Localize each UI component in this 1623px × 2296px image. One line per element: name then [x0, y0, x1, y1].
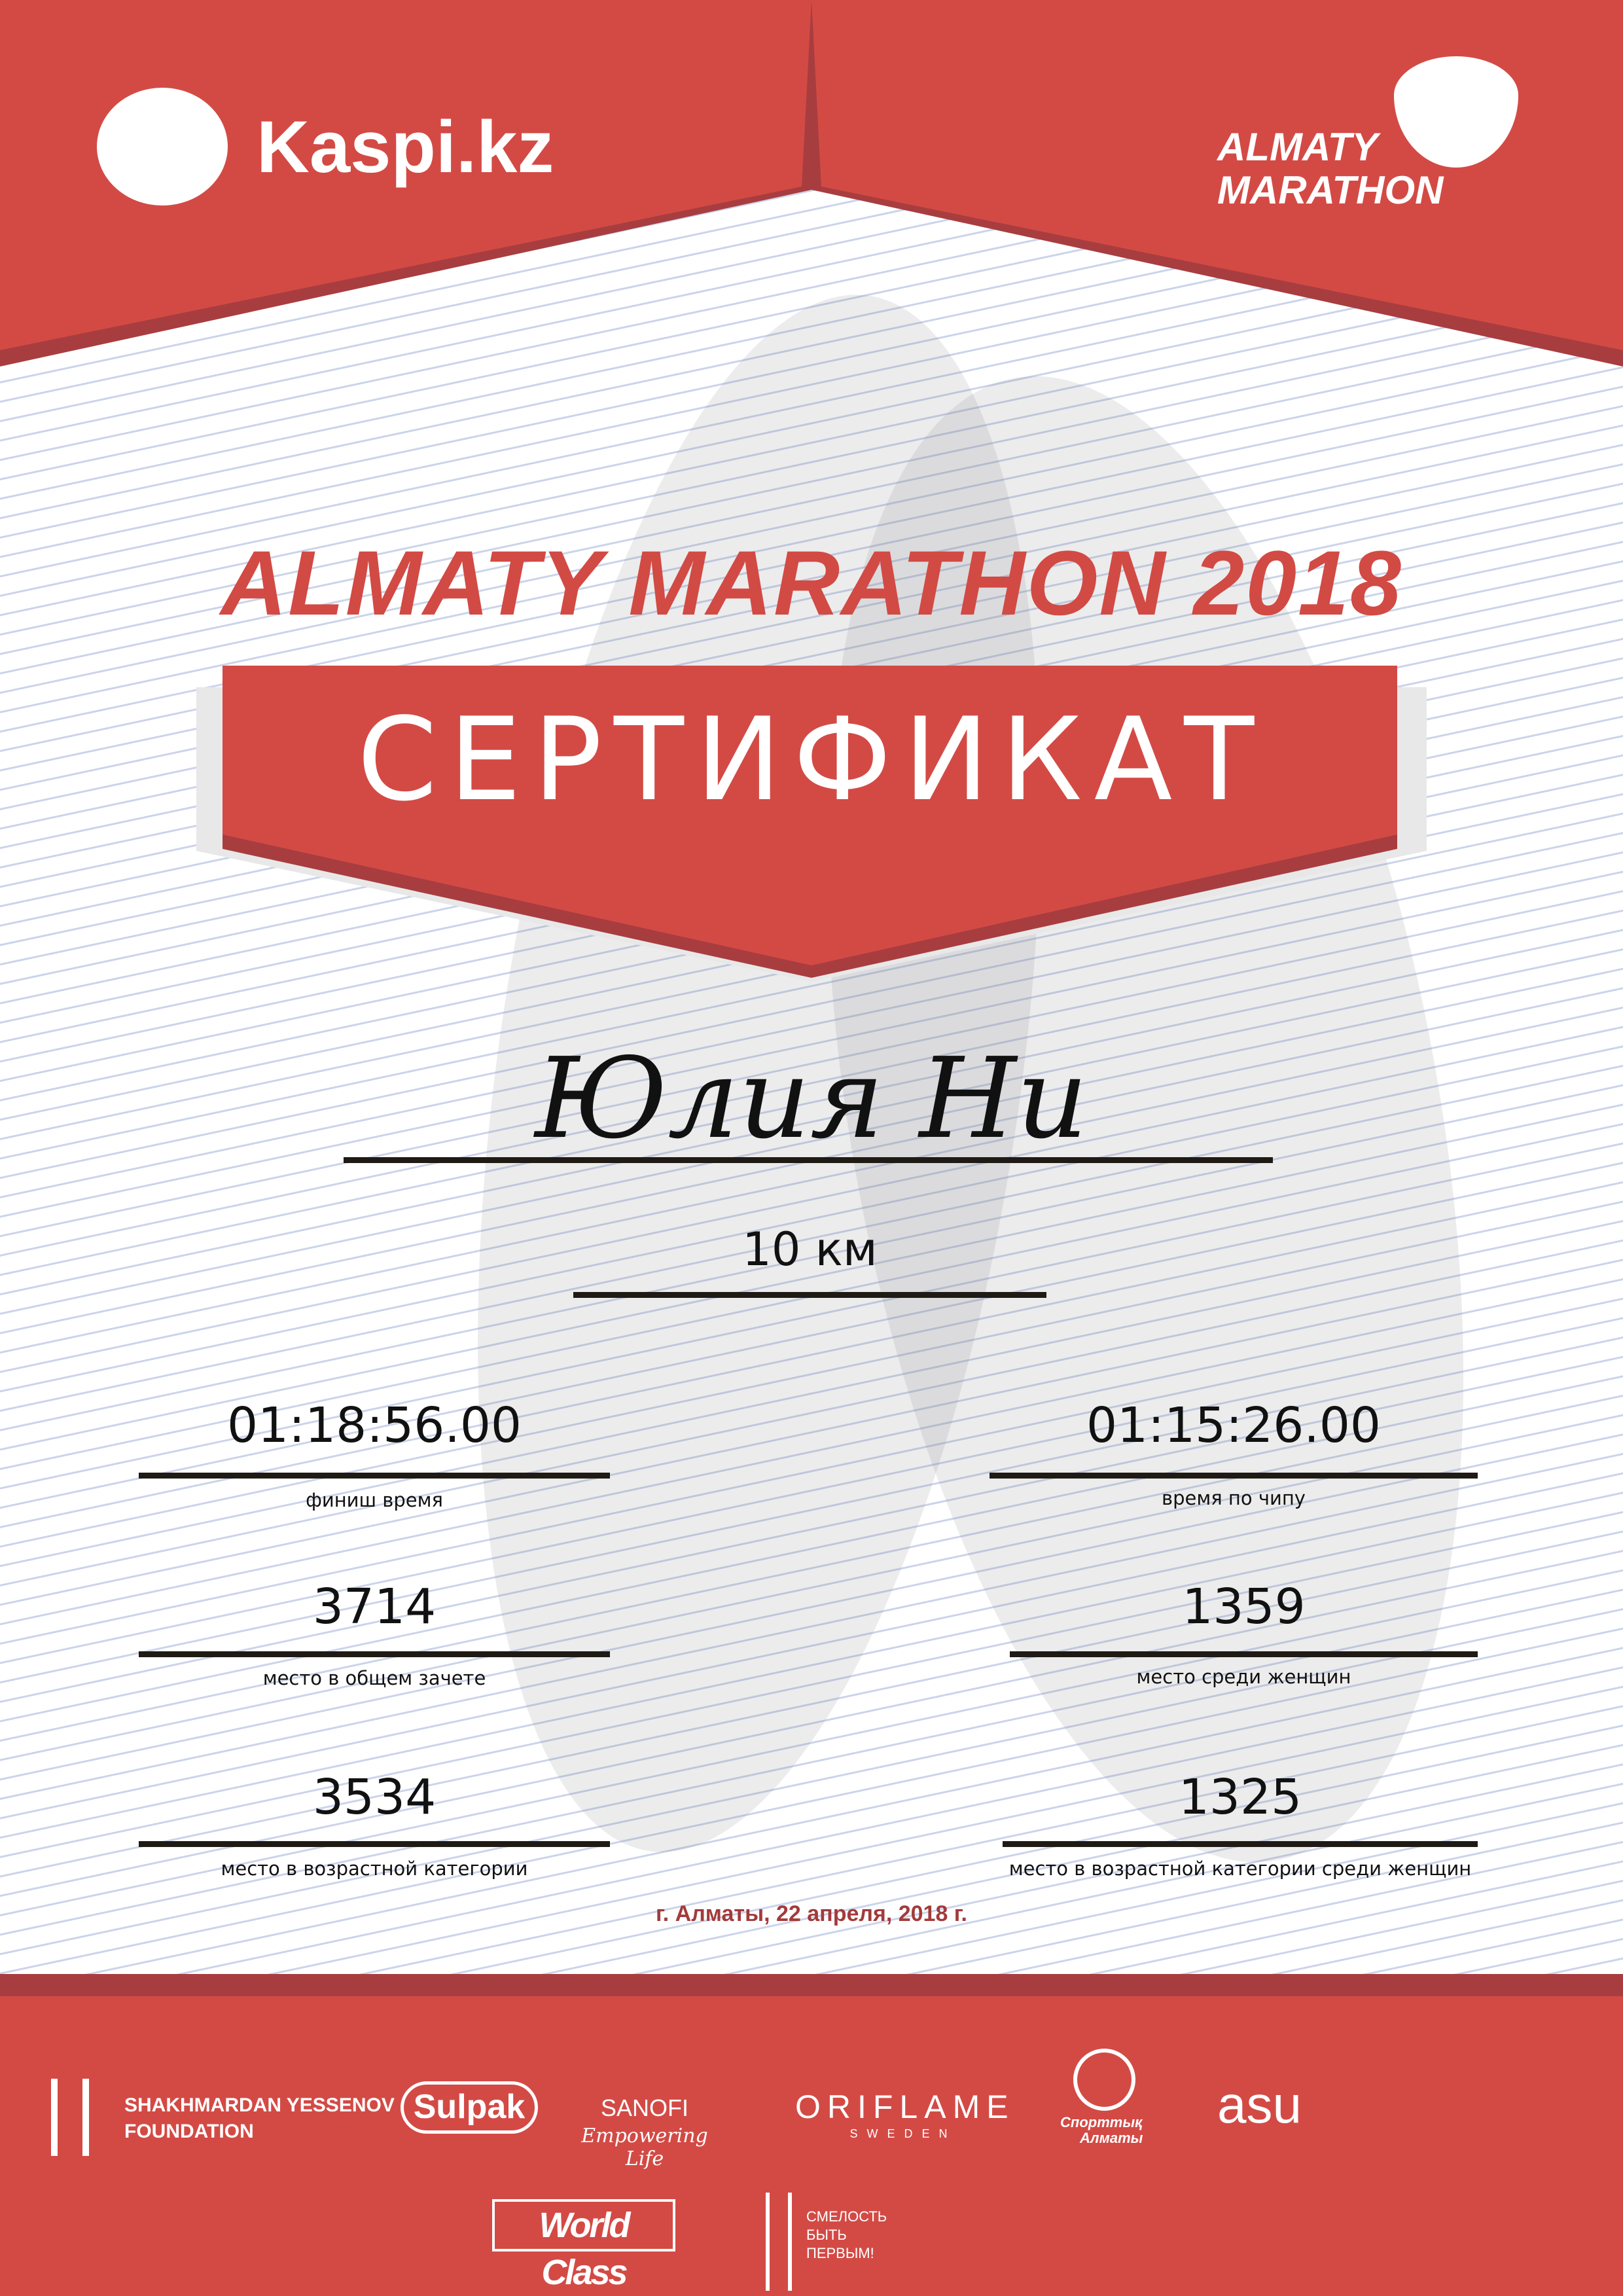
- oriflame-logo-name: ORIFLAME: [795, 2089, 1015, 2125]
- yessenov-logo-line1: SHAKHMARDAN YESSENOV: [124, 2094, 395, 2116]
- worldclass-logo: World Class: [492, 2199, 675, 2292]
- fund-logo-icon: [766, 2193, 792, 2291]
- almaty-marathon-logo-icon: [1394, 56, 1518, 168]
- fund-logo-line2: БЫТЬ: [806, 2227, 847, 2243]
- women-place-label: место среди женщин: [1136, 1666, 1351, 1688]
- date-location: г. Алматы, 22 апреля, 2018 г.: [656, 1901, 967, 1926]
- kaspi-logo: [97, 88, 228, 206]
- distance-underline: [573, 1292, 1046, 1298]
- event-title: ALMATY MARATHON 2018: [221, 531, 1402, 634]
- kaspi-logo-text: Kaspi.kz: [257, 106, 554, 188]
- sanofi-logo-name: SANOFI: [600, 2094, 688, 2121]
- sanofi-logo-tagline: Empowering Life: [581, 2125, 708, 2170]
- age-category-place-value: 3534: [312, 1769, 437, 1825]
- oriflame-logo-sub: SWEDEN: [849, 2127, 957, 2140]
- women-place-value: 1359: [1182, 1579, 1306, 1635]
- sport-almaty-logo-line1: Спорттық: [1060, 2114, 1143, 2130]
- age-category-place-label: место в возрастной категории: [221, 1857, 528, 1880]
- almaty-marathon-logo-line1: ALMATY: [1217, 125, 1378, 169]
- overall-place-underline: [139, 1651, 610, 1657]
- overall-place-label: место в общем зачете: [262, 1667, 486, 1689]
- age-category-place-underline: [139, 1841, 610, 1847]
- overall-place-value: 3714: [312, 1579, 437, 1635]
- finish-time-underline: [139, 1473, 610, 1479]
- almaty-marathon-logo-line2: MARATHON: [1217, 168, 1444, 212]
- certificate-heading: СЕРТИФИКАТ: [357, 694, 1266, 827]
- women-age-category-place-value: 1325: [1178, 1769, 1302, 1825]
- sulpak-logo: Sulpak: [401, 2081, 538, 2134]
- yessenov-logo-icon: [51, 2079, 89, 2156]
- fund-logo-line1: СМЕЛОСТЬ: [806, 2208, 887, 2225]
- participant-name: Юлия Ни: [535, 1034, 1088, 1164]
- women-age-category-place-label: место в возрастной категории среди женщи…: [1008, 1857, 1472, 1880]
- yessenov-logo-line2: FOUNDATION: [124, 2121, 254, 2142]
- distance: 10 км: [742, 1223, 878, 1276]
- name-underline: [344, 1157, 1273, 1163]
- finish-time-label: финиш время: [306, 1489, 443, 1511]
- header-banner: [0, 0, 1623, 367]
- asu-logo: asu: [1217, 2075, 1302, 2134]
- chip-time-label: время по чипу: [1162, 1487, 1306, 1509]
- background-lines: [0, 0, 1623, 1996]
- women-place-underline: [1010, 1651, 1478, 1657]
- sponsors-footer: SHAKHMARDAN YESSENOV FOUNDATION Sulpak S…: [0, 1974, 1623, 2296]
- chip-time-underline: [990, 1473, 1478, 1479]
- sport-almaty-logo-line2: Алматы: [1080, 2130, 1143, 2146]
- fund-logo-line3: ПЕРВЫМ!: [806, 2245, 874, 2261]
- finish-time-value: 01:18:56.00: [226, 1397, 522, 1454]
- sport-almaty-logo-icon: [1073, 2049, 1135, 2111]
- chip-time-value: 01:15:26.00: [1086, 1397, 1382, 1454]
- women-age-category-place-underline: [1003, 1841, 1478, 1847]
